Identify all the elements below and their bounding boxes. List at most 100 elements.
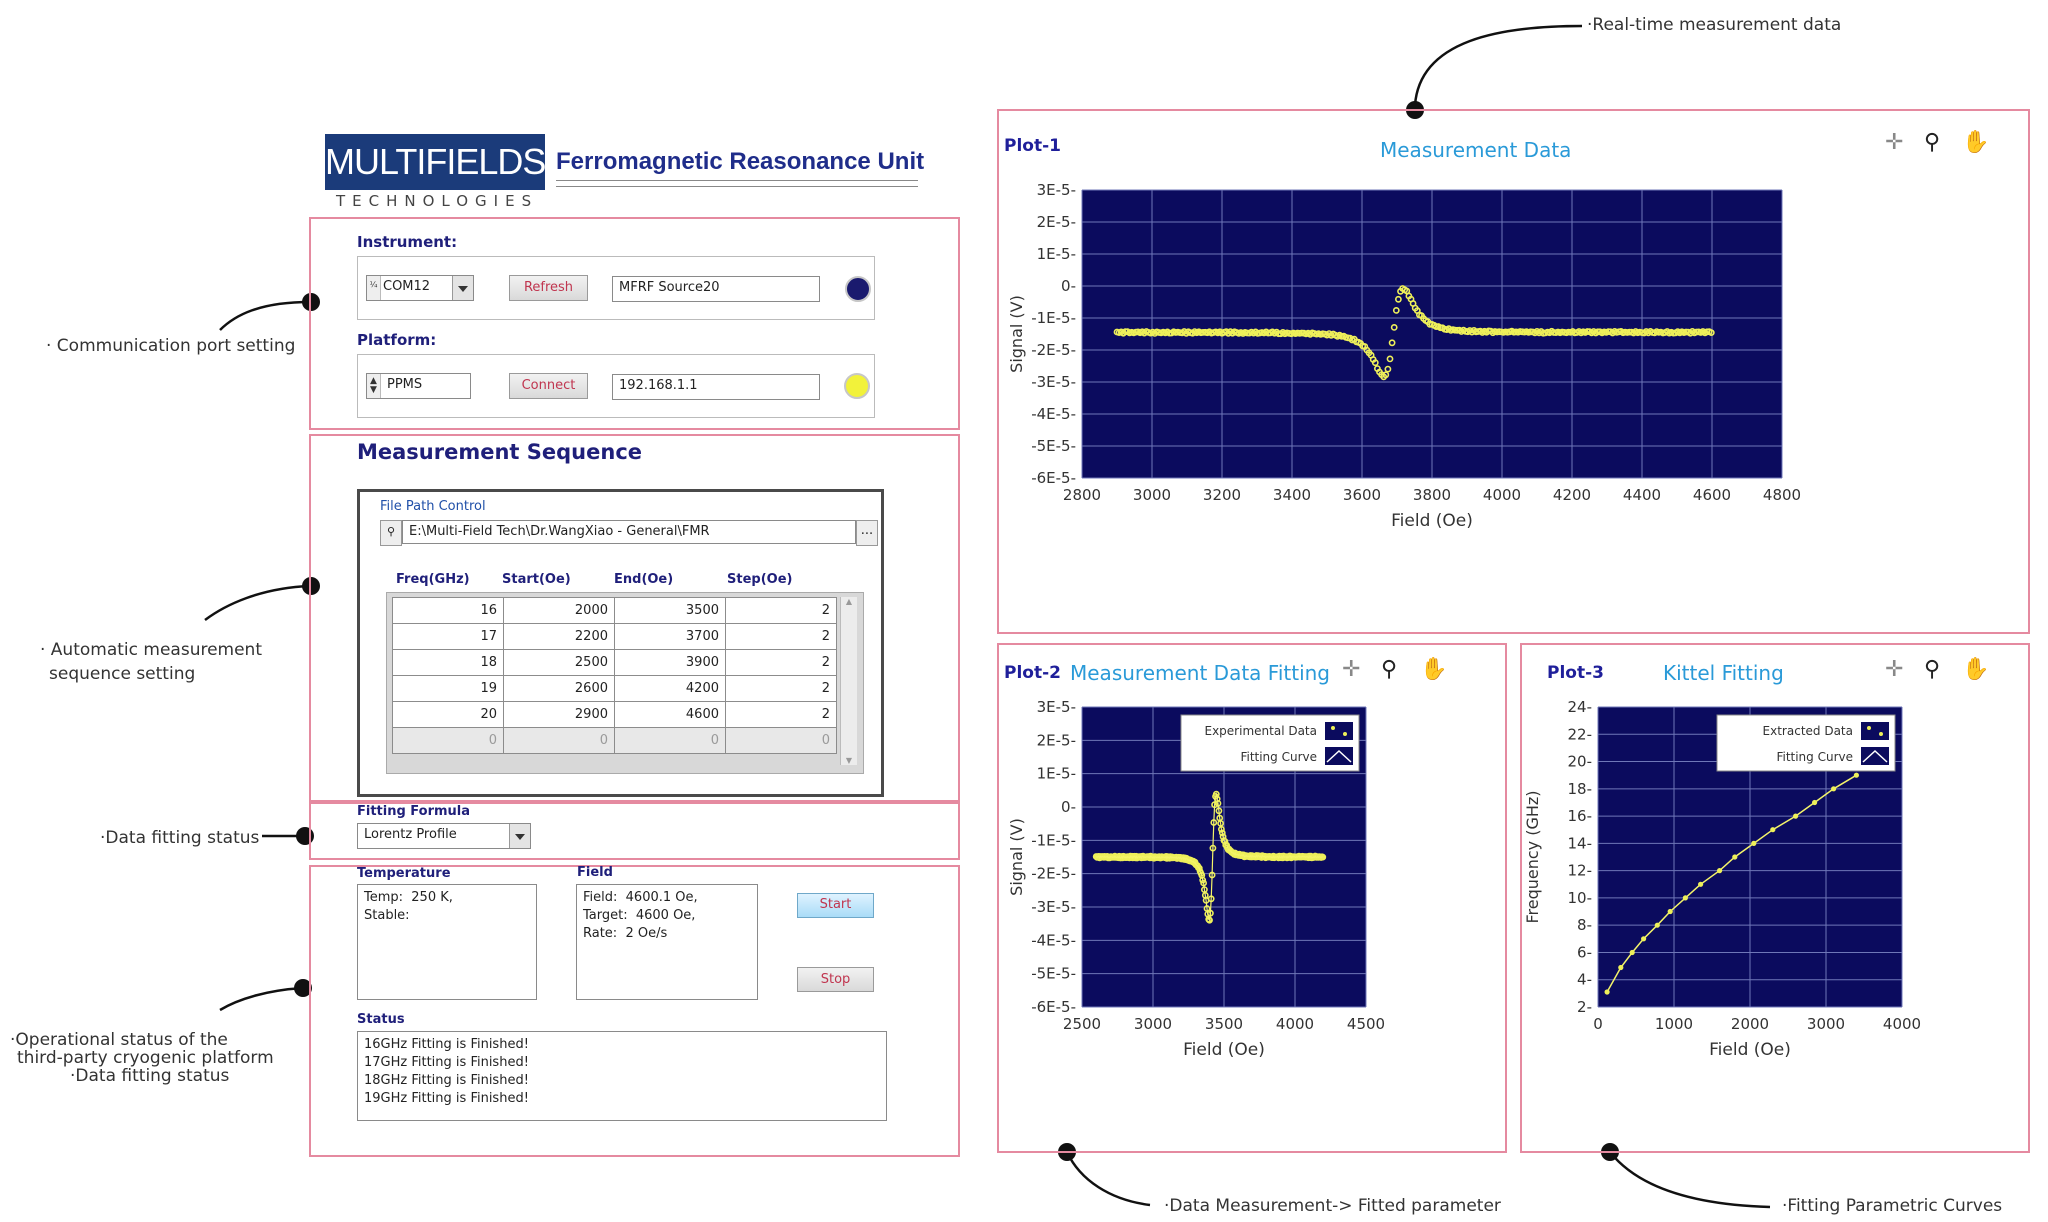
plot2-chart: 2500 3000 3500 4000 4500 3E-5- 2E-5- 1E-5- 0- -1E… [1007, 698, 1385, 1060]
table-cell[interactable]: 2900 [503, 701, 615, 728]
app-title: Ferromagnetic Reasonance Unit [556, 148, 925, 175]
instrument-source-field[interactable]: MFRF Source20 [612, 276, 820, 302]
legend-swatch-points [1325, 722, 1353, 740]
table-cell[interactable]: 18 [392, 649, 504, 676]
table-row[interactable]: 19 2600 4200 2 [392, 675, 837, 702]
x-tick-label: 3600 [1343, 486, 1381, 504]
platform-value: PPMS [387, 377, 423, 392]
table-row[interactable]: 20 2900 4600 2 [392, 701, 837, 728]
legend-point [1343, 732, 1347, 736]
table-cell[interactable]: 0 [392, 727, 504, 754]
legend-line [1326, 749, 1352, 763]
folder-icon[interactable]: ⚲ [380, 520, 402, 546]
x-axis-label: Field (Oe) [1391, 511, 1473, 531]
data-point [1698, 881, 1704, 887]
refresh-button[interactable]: Refresh [509, 275, 588, 301]
col-header-start: Start(Oe) [502, 572, 571, 587]
table-cell[interactable]: 2 [725, 675, 837, 702]
y-tick-label: 12- [1568, 862, 1593, 880]
table-cell[interactable]: 2 [725, 649, 837, 676]
table-cell[interactable]: 2200 [503, 623, 615, 650]
file-path-field[interactable]: E:\Multi-Field Tech\Dr.WangXiao - Genera… [402, 520, 856, 544]
table-cell[interactable]: 17 [392, 623, 504, 650]
chevron-down-icon[interactable] [509, 824, 530, 848]
table-cell[interactable]: 0 [725, 727, 837, 754]
com-port-select[interactable]: ¼ COM12 [366, 275, 474, 301]
data-point [1707, 329, 1715, 336]
chevron-down-icon[interactable] [452, 276, 473, 300]
stop-button[interactable]: Stop [797, 967, 874, 992]
table-cell[interactable]: 2 [725, 623, 837, 650]
y-tick-label: 3E-5- [1037, 181, 1076, 199]
table-cell[interactable]: 3500 [614, 597, 726, 624]
crosshair-icon[interactable]: ✛ [1885, 657, 1904, 682]
x-tick-label: 4600 [1693, 486, 1731, 504]
instrument-status-indicator [845, 276, 871, 302]
x-axis-label: Field (Oe) [1709, 1040, 1791, 1060]
platform-ip-field[interactable]: 192.168.1.1 [612, 374, 820, 400]
table-cell[interactable]: 4600 [614, 701, 726, 728]
table-row[interactable]: 16 2000 3500 2 [392, 597, 837, 624]
scroll-up-icon[interactable]: ▲ [845, 597, 853, 606]
instrument-group [357, 256, 875, 320]
table-cell[interactable]: 0 [503, 727, 615, 754]
table-cell[interactable]: 3700 [614, 623, 726, 650]
table-cell[interactable]: 19 [392, 675, 504, 702]
table-cell[interactable]: 2 [725, 701, 837, 728]
sequence-table: 16 2000 3500 2 17 2200 3700 2 18 2500 3900 2 19 2600 4… [392, 597, 837, 754]
pan-hand-icon[interactable]: ✋ [1962, 130, 1990, 155]
zoom-icon[interactable]: ⚲ [1924, 130, 1941, 155]
legend-point [1331, 726, 1335, 730]
table-cell[interactable]: 2000 [503, 597, 615, 624]
pan-hand-icon[interactable]: ✋ [1962, 657, 1990, 682]
y-tick-label: -6E-5- [1031, 469, 1076, 487]
y-tick-label: 24- [1568, 698, 1593, 716]
connect-button[interactable]: Connect [509, 373, 588, 399]
title-underline-2 [556, 186, 918, 187]
annotation-data-meas: ·Data Measurement-> Fitted parameter [1164, 1196, 1501, 1216]
status-panel [309, 865, 960, 1157]
plot3-title: Kittel Fitting [1663, 661, 1784, 685]
y-tick-label: 8- [1577, 916, 1592, 934]
data-point [1604, 989, 1610, 995]
plot1-chart: 2800 3000 3200 3400 3600 3800 4000 4200 4400 4600… [1007, 181, 1801, 531]
table-cell[interactable]: 2500 [503, 649, 615, 676]
field-label: Field [577, 865, 613, 880]
table-row[interactable]: 18 2500 3900 2 [392, 649, 837, 676]
zoom-icon[interactable]: ⚲ [1381, 657, 1398, 682]
zoom-icon[interactable]: ⚲ [1924, 657, 1941, 682]
crosshair-icon[interactable]: ✛ [1885, 130, 1904, 155]
table-scrollbar[interactable]: ▲ ▼ [840, 597, 857, 765]
col-header-end: End(Oe) [614, 572, 674, 587]
table-cell[interactable]: 2 [725, 597, 837, 624]
table-cell[interactable]: 3900 [614, 649, 726, 676]
crosshair-icon[interactable]: ✛ [1342, 657, 1361, 682]
table-cell[interactable]: 20 [392, 701, 504, 728]
y-tick-label: -4E-5- [1031, 405, 1076, 423]
table-row[interactable]: 17 2200 3700 2 [392, 623, 837, 650]
table-cell[interactable]: 2600 [503, 675, 615, 702]
platform-select[interactable]: ▲ ▼ PPMS [366, 373, 471, 399]
y-tick-label: 18- [1568, 780, 1593, 798]
legend-swatch-points [1861, 722, 1889, 740]
stepper-icon[interactable]: ▲ ▼ [367, 374, 381, 398]
browse-button[interactable]: ... [856, 520, 878, 546]
temperature-label: Temperature [357, 866, 451, 881]
scroll-down-icon[interactable]: ▼ [845, 756, 853, 765]
data-point [1770, 827, 1776, 833]
plot2-title: Measurement Data Fitting [1070, 661, 1330, 685]
platform-status-indicator [844, 373, 870, 399]
x-tick-label: 0 [1593, 1015, 1603, 1033]
start-button[interactable]: Start [797, 893, 874, 918]
connection-panel [309, 217, 960, 430]
data-point [1654, 922, 1660, 928]
x-tick-label: 4800 [1763, 486, 1801, 504]
pan-hand-icon[interactable]: ✋ [1420, 657, 1448, 682]
legend-swatch-line [1325, 747, 1353, 765]
table-cell[interactable]: 16 [392, 597, 504, 624]
table-cell[interactable]: 4200 [614, 675, 726, 702]
table-cell[interactable]: 0 [614, 727, 726, 754]
fitting-formula-select[interactable]: Lorentz Profile [357, 823, 531, 849]
data-point [1682, 895, 1688, 901]
